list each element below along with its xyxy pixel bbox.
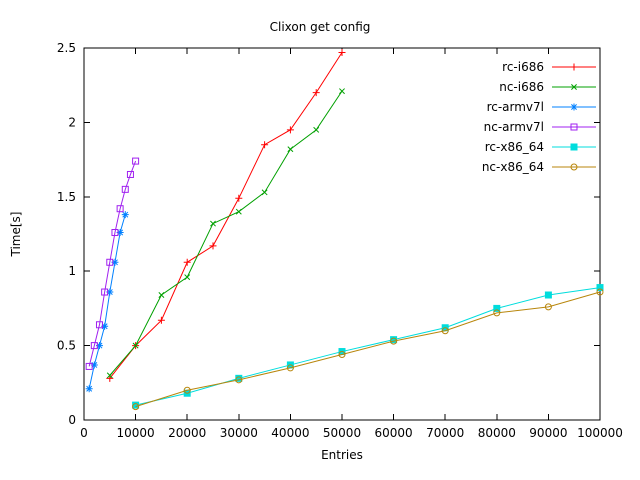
series-line [135, 291, 601, 408]
marker-square-open [570, 123, 578, 131]
legend-item-nc-x86_64: nc-x86_64 [482, 160, 596, 174]
marker-square-open [85, 362, 93, 370]
y-tick-label: 0 [68, 413, 76, 427]
marker-plus [183, 258, 191, 266]
marker-square-open [90, 342, 98, 350]
marker-asterisk [570, 103, 578, 111]
marker-asterisk [111, 258, 119, 266]
chart-title: Clixon get config [269, 20, 371, 34]
legend-item-rc-armv7l: rc-armv7l [487, 100, 596, 114]
marker-plus [261, 141, 269, 149]
marker-square-filled [596, 284, 604, 292]
series-line [88, 160, 137, 367]
y-tick-label: 2.5 [57, 41, 76, 55]
legend-item-rc-i686: rc-i686 [502, 60, 596, 74]
marker-plus [286, 126, 294, 134]
marker-cross [287, 146, 294, 153]
legend-label: rc-armv7l [487, 100, 544, 114]
marker-circle-open [570, 163, 578, 171]
x-tick-label: 30000 [220, 426, 258, 440]
legend-label: nc-x86_64 [482, 160, 544, 174]
series-nc-i686 [106, 88, 345, 379]
x-tick-label: 80000 [478, 426, 516, 440]
marker-cross [132, 342, 139, 349]
x-axis-label: Entries [321, 448, 363, 462]
marker-cross [158, 292, 165, 298]
marker-cross [261, 189, 268, 196]
marker-asterisk [116, 229, 124, 237]
y-tick-label: 1 [68, 264, 76, 278]
marker-circle-open [390, 337, 398, 345]
series-nc-x86_64 [132, 288, 604, 411]
marker-asterisk [101, 322, 109, 330]
marker-square-open [101, 288, 109, 296]
plot-border [83, 47, 601, 421]
legend-label: nc-armv7l [484, 120, 544, 134]
series-nc-armv7l [85, 157, 140, 370]
marker-asterisk [106, 288, 114, 296]
x-tick-label: 100000 [577, 426, 623, 440]
marker-circle-open [441, 327, 449, 335]
marker-plus [312, 89, 320, 97]
series-rc-armv7l [85, 211, 129, 393]
marker-plus [235, 194, 243, 202]
marker-cross [339, 88, 345, 95]
marker-cross [184, 274, 191, 281]
marker-square-open [111, 229, 119, 237]
marker-asterisk [121, 211, 129, 219]
marker-asterisk [95, 342, 103, 350]
y-tick-label: 0.5 [57, 339, 76, 353]
marker-cross [210, 220, 216, 227]
marker-plus [570, 63, 578, 71]
marker-square-filled [544, 291, 552, 299]
legend-label: rc-i686 [502, 60, 544, 74]
marker-circle-open [493, 309, 501, 317]
legend-item-nc-i686: nc-i686 [499, 80, 596, 94]
series-line [109, 90, 343, 376]
marker-plus [338, 48, 346, 56]
marker-square-open [106, 258, 114, 266]
marker-circle-open [596, 288, 604, 296]
y-tick-label: 1.5 [57, 190, 76, 204]
marker-circle-open [286, 364, 294, 372]
x-tick-label: 10000 [117, 426, 155, 440]
marker-cross [571, 84, 577, 90]
x-tick-label: 20000 [168, 426, 206, 440]
x-tick-label: 70000 [426, 426, 464, 440]
legend-label: nc-i686 [499, 80, 544, 94]
x-tick-label: 60000 [375, 426, 413, 440]
marker-cross [235, 208, 242, 215]
series-line [109, 52, 343, 379]
marker-square-open [116, 205, 124, 213]
y-tick-label: 2 [68, 115, 76, 129]
legend-item-rc-x86_64: rc-x86_64 [485, 140, 596, 154]
marker-asterisk [90, 361, 98, 369]
x-tick-label: 50000 [323, 426, 361, 440]
marker-circle-open [183, 386, 191, 394]
marker-plus [157, 316, 165, 324]
marker-square-open [132, 157, 140, 165]
marker-square-open [126, 170, 134, 178]
legend-item-nc-armv7l: nc-armv7l [484, 120, 596, 134]
marker-asterisk [85, 385, 93, 393]
marker-circle-open [544, 303, 552, 311]
marker-square-open [121, 185, 129, 193]
marker-circle-open [338, 351, 346, 359]
series-line [135, 287, 601, 406]
x-tick-label: 90000 [529, 426, 567, 440]
x-tick-label: 0 [80, 426, 88, 440]
marker-circle-open [235, 376, 243, 384]
marker-cross [313, 126, 320, 133]
marker-square-open [95, 321, 103, 329]
legend-label: rc-x86_64 [485, 140, 544, 154]
series-rc-x86_64 [132, 284, 604, 409]
marker-cross [106, 372, 113, 379]
series-line [88, 214, 126, 389]
x-tick-label: 40000 [271, 426, 309, 440]
marker-square-filled [570, 143, 578, 151]
marker-square-filled [493, 304, 501, 312]
marker-circle-open [132, 403, 140, 411]
marker-plus [209, 242, 217, 250]
